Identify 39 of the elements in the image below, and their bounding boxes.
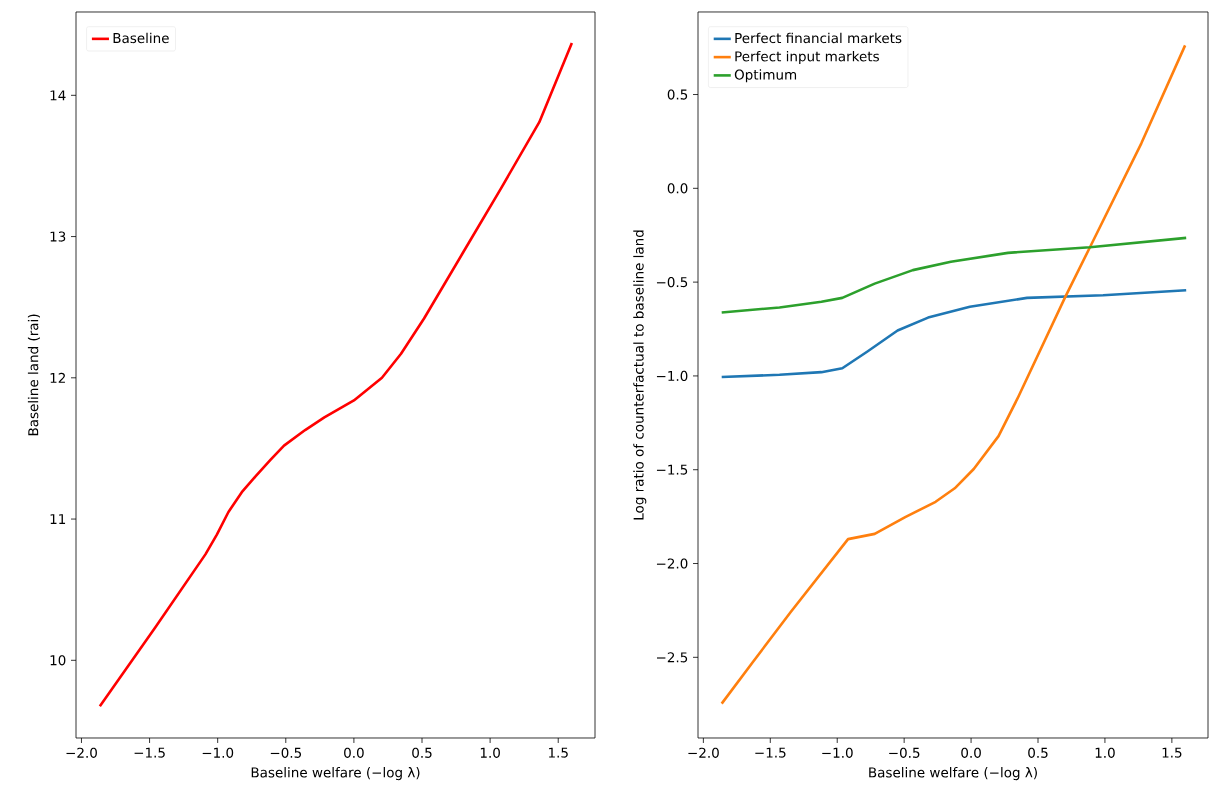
x-tick-label: −1.5 bbox=[134, 747, 165, 758]
x-tick-label: −2.0 bbox=[688, 747, 719, 758]
x-tick-label: −1.0 bbox=[202, 747, 234, 758]
x-tick-label: −1.5 bbox=[755, 747, 786, 758]
legend-label: Perfect input markets bbox=[735, 50, 879, 65]
y-tick-label: 13 bbox=[50, 231, 66, 242]
x-tick-label: 1.5 bbox=[1162, 747, 1182, 758]
y-tick-label: 10 bbox=[50, 655, 66, 666]
line-series bbox=[720, 288, 1188, 379]
line-series bbox=[720, 236, 1188, 314]
y-tick-label: −1.5 bbox=[656, 464, 688, 475]
x-tick-label: 0.5 bbox=[412, 747, 432, 758]
y-tick-label: 11 bbox=[50, 514, 66, 524]
x-tick-label: −1.0 bbox=[822, 747, 853, 758]
x-axis-title: Baseline welfare (−log λ) bbox=[869, 767, 1037, 781]
x-tick-label: −0.5 bbox=[889, 747, 920, 758]
legend-label: Perfect financial markets bbox=[735, 32, 902, 44]
y-tick-label: 0.5 bbox=[667, 89, 688, 100]
y-tick-label: 14 bbox=[50, 90, 66, 101]
y-tick-label: 12 bbox=[50, 372, 65, 383]
y-tick-label: 0.0 bbox=[667, 183, 688, 194]
y-axis-title: Baseline land (rai) bbox=[27, 314, 40, 436]
y-tick-label: −0.5 bbox=[656, 277, 688, 288]
legend-label: Optimum bbox=[734, 69, 797, 83]
y-tick-label: −1.0 bbox=[656, 370, 688, 382]
y-tick-label: −2.0 bbox=[656, 558, 688, 569]
y-axis-title: Log ratio of counterfactual to baseline land bbox=[633, 230, 647, 520]
x-tick-label: 1.0 bbox=[1095, 747, 1115, 758]
x-tick-label: −0.5 bbox=[270, 747, 302, 758]
x-tick-label: 0.0 bbox=[344, 747, 364, 758]
x-tick-label: 0.0 bbox=[961, 747, 981, 758]
x-tick-label: 0.5 bbox=[1028, 747, 1048, 758]
legend-label: Baseline bbox=[113, 32, 169, 44]
y-tick-label: −2.5 bbox=[656, 652, 688, 663]
line-series bbox=[720, 44, 1187, 705]
x-axis-title: Baseline welfare (−log λ) bbox=[251, 767, 420, 781]
x-tick-label: 1.0 bbox=[480, 747, 500, 758]
x-tick-label: −2.0 bbox=[66, 747, 97, 758]
x-tick-label: 1.5 bbox=[548, 747, 568, 758]
